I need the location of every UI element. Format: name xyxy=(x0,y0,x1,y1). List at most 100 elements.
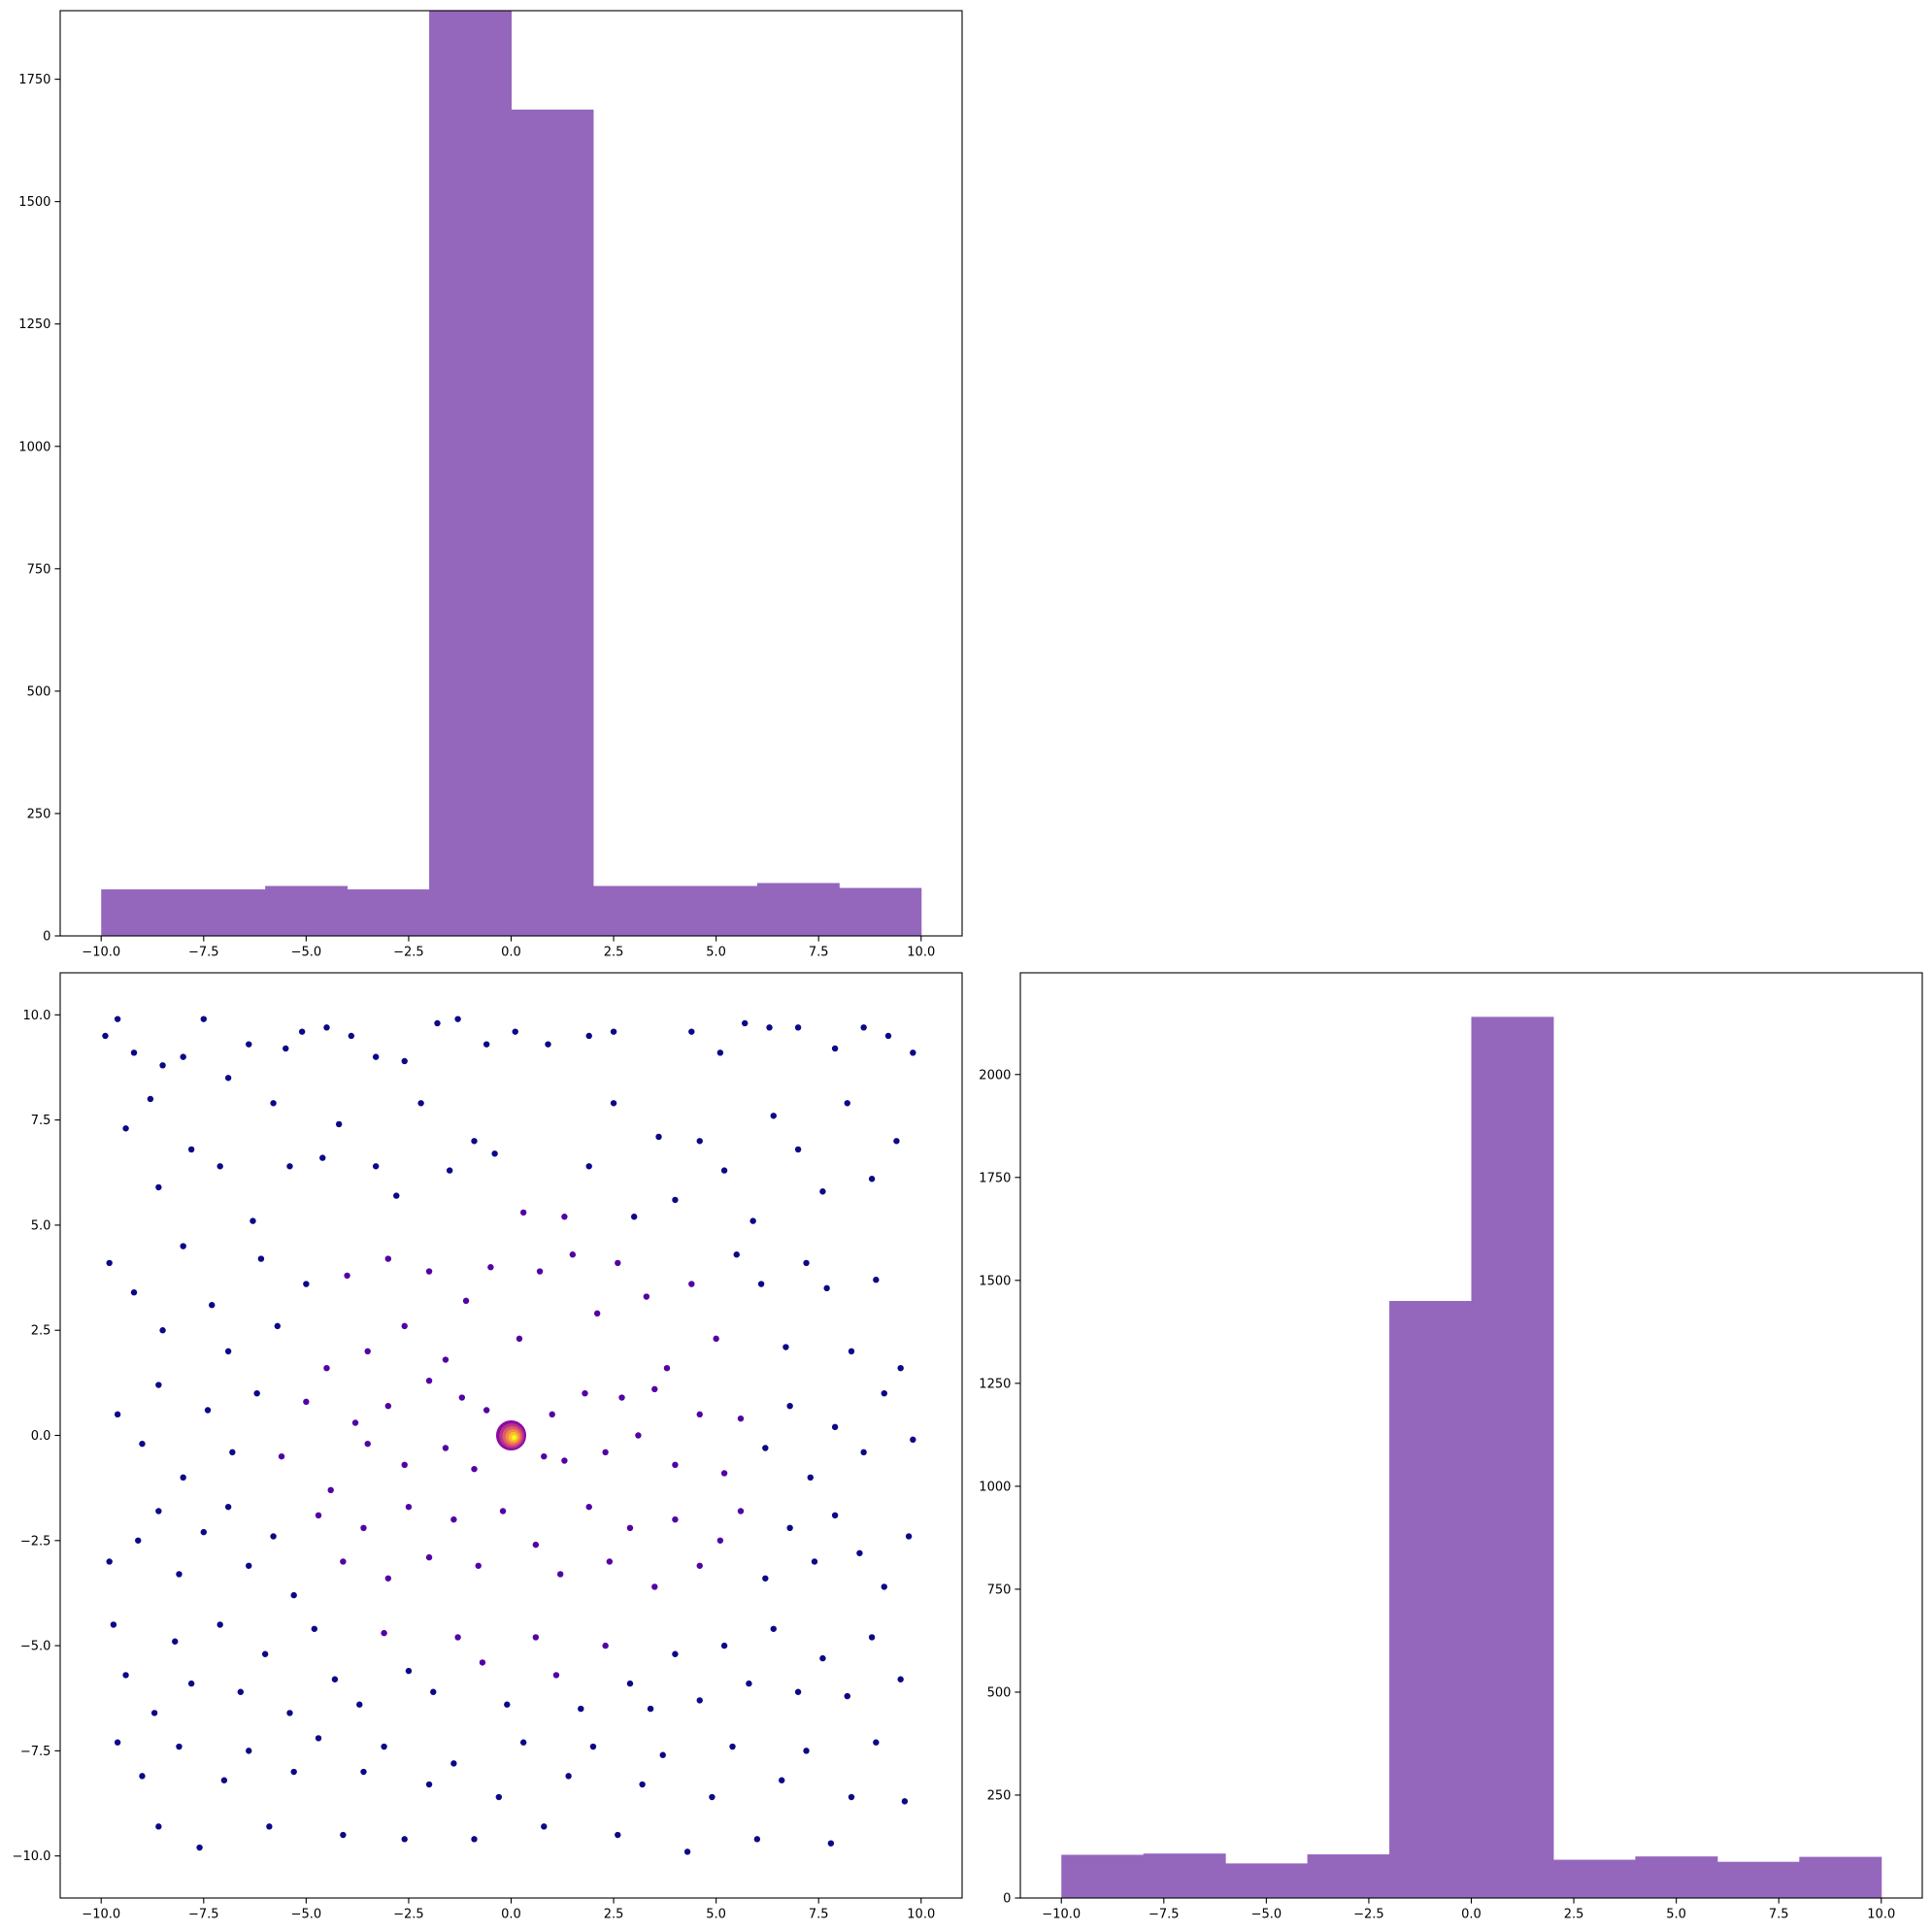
scatter-point xyxy=(720,1470,728,1477)
y-tick-label: 500 xyxy=(987,1685,1012,1700)
scatter-point xyxy=(425,1377,433,1384)
scatter-point xyxy=(250,1217,256,1224)
scatter-point xyxy=(618,1394,625,1401)
histogram-bar xyxy=(511,109,594,936)
scatter-point xyxy=(610,1028,617,1035)
scatter-point xyxy=(315,1512,322,1519)
scatter-point xyxy=(651,1583,658,1590)
scatter-point xyxy=(593,1310,601,1317)
scatter-point xyxy=(582,1389,588,1397)
scatter-point xyxy=(176,1571,183,1578)
scatter-point xyxy=(831,1045,839,1052)
scatter-point xyxy=(881,1583,887,1590)
scatter-point xyxy=(176,1743,183,1750)
scatter-point xyxy=(246,1748,252,1754)
scatter-point xyxy=(479,1659,486,1666)
histogram-bar xyxy=(265,885,349,936)
scatter-point xyxy=(450,1760,457,1767)
scatter-point xyxy=(786,1402,793,1410)
y-tick-label: 1500 xyxy=(979,1274,1011,1288)
scatter-point xyxy=(823,1284,830,1292)
scatter-point xyxy=(696,1138,703,1145)
scatter-point xyxy=(696,1411,703,1418)
scatter-point xyxy=(229,1449,236,1456)
histogram-bar xyxy=(1143,1853,1226,1898)
x-tick-label: 0.0 xyxy=(1461,1908,1482,1922)
scatter-point xyxy=(139,1773,146,1780)
scatter-point xyxy=(356,1701,363,1708)
x-tick-label: 0.0 xyxy=(501,946,521,960)
scatter-point xyxy=(471,1836,478,1843)
scatter-point xyxy=(204,1407,212,1414)
scatter-point xyxy=(884,1032,892,1040)
scatter-point xyxy=(803,1259,810,1267)
y-tick-label: 2000 xyxy=(979,1068,1011,1083)
scatter-point xyxy=(384,1402,392,1410)
histogram-bar xyxy=(675,885,758,936)
scatter-point xyxy=(246,1041,252,1048)
scatter-point xyxy=(384,1575,392,1582)
axes-frame xyxy=(59,972,963,1899)
scatter-point xyxy=(270,1533,277,1540)
scatter-point xyxy=(159,1062,166,1069)
scatter-point xyxy=(532,1634,540,1641)
y-tick-label: 1750 xyxy=(979,1171,1011,1185)
scatter-point xyxy=(893,1138,900,1145)
scatter-point xyxy=(905,1533,913,1540)
scatter-point xyxy=(757,1281,765,1287)
scatter-point xyxy=(873,1739,880,1746)
x-tick-label: 7.5 xyxy=(809,1908,829,1922)
scatter-point xyxy=(344,1272,350,1280)
scatter-point xyxy=(683,1849,691,1855)
scatter-point xyxy=(384,1255,392,1262)
y-tick-label: −2.5 xyxy=(20,1534,51,1549)
scatter-point xyxy=(873,1277,880,1283)
x-tick-label: 10.0 xyxy=(907,1908,935,1922)
x-tick-label: 5.0 xyxy=(1666,1908,1686,1922)
y-tick-label: 10.0 xyxy=(22,1009,50,1023)
scatter-point xyxy=(782,1344,789,1350)
y-tick-label: 500 xyxy=(27,684,51,699)
y-tick-label: 250 xyxy=(987,1788,1012,1803)
y-tick-label: −5.0 xyxy=(20,1640,51,1654)
scatter-point xyxy=(897,1364,904,1372)
scatter-point xyxy=(615,1259,621,1267)
scatter-point xyxy=(266,1823,273,1830)
scatter-point xyxy=(615,1831,621,1839)
scatter-point xyxy=(114,1411,121,1418)
scatter-point xyxy=(807,1474,814,1482)
x-tick-label: 10.0 xyxy=(907,946,935,960)
x-tick-label: 0.0 xyxy=(501,1908,521,1922)
scatter-point xyxy=(405,1667,413,1675)
scatter-point xyxy=(425,1553,433,1561)
histogram-bar xyxy=(1471,1016,1554,1898)
scatter-point xyxy=(483,1041,490,1048)
x-tick-label: −7.5 xyxy=(1149,1908,1180,1922)
histogram-bar xyxy=(429,11,512,936)
scatter-point xyxy=(303,1398,310,1406)
scatter-point xyxy=(487,1264,494,1271)
scatter-point xyxy=(556,1571,564,1578)
scatter-point xyxy=(224,1503,232,1511)
scatter-point xyxy=(762,1575,769,1582)
y-tick-label: 5.0 xyxy=(31,1218,51,1233)
scatter-point xyxy=(180,1053,186,1060)
scatter-point xyxy=(159,1327,166,1334)
scatter-point xyxy=(253,1389,260,1397)
x-tick-label: −10.0 xyxy=(1042,1908,1081,1922)
scatter-point xyxy=(454,1016,461,1022)
x-tick-label: −7.5 xyxy=(188,946,219,960)
scatter-point xyxy=(868,1634,876,1641)
scatter-point xyxy=(626,1524,634,1532)
scatter-point xyxy=(672,1196,679,1204)
scatter-point xyxy=(770,1113,777,1119)
scatter-point xyxy=(114,1016,121,1022)
scatter-point xyxy=(672,1650,679,1657)
scatter-point xyxy=(102,1032,109,1040)
x-tick-label: 5.0 xyxy=(706,1908,726,1922)
scatter-point xyxy=(655,1133,662,1141)
scatter-point xyxy=(327,1486,334,1494)
scatter-point xyxy=(545,1041,551,1048)
y-tick-label: −7.5 xyxy=(20,1745,51,1759)
scatter-point xyxy=(425,1781,433,1788)
